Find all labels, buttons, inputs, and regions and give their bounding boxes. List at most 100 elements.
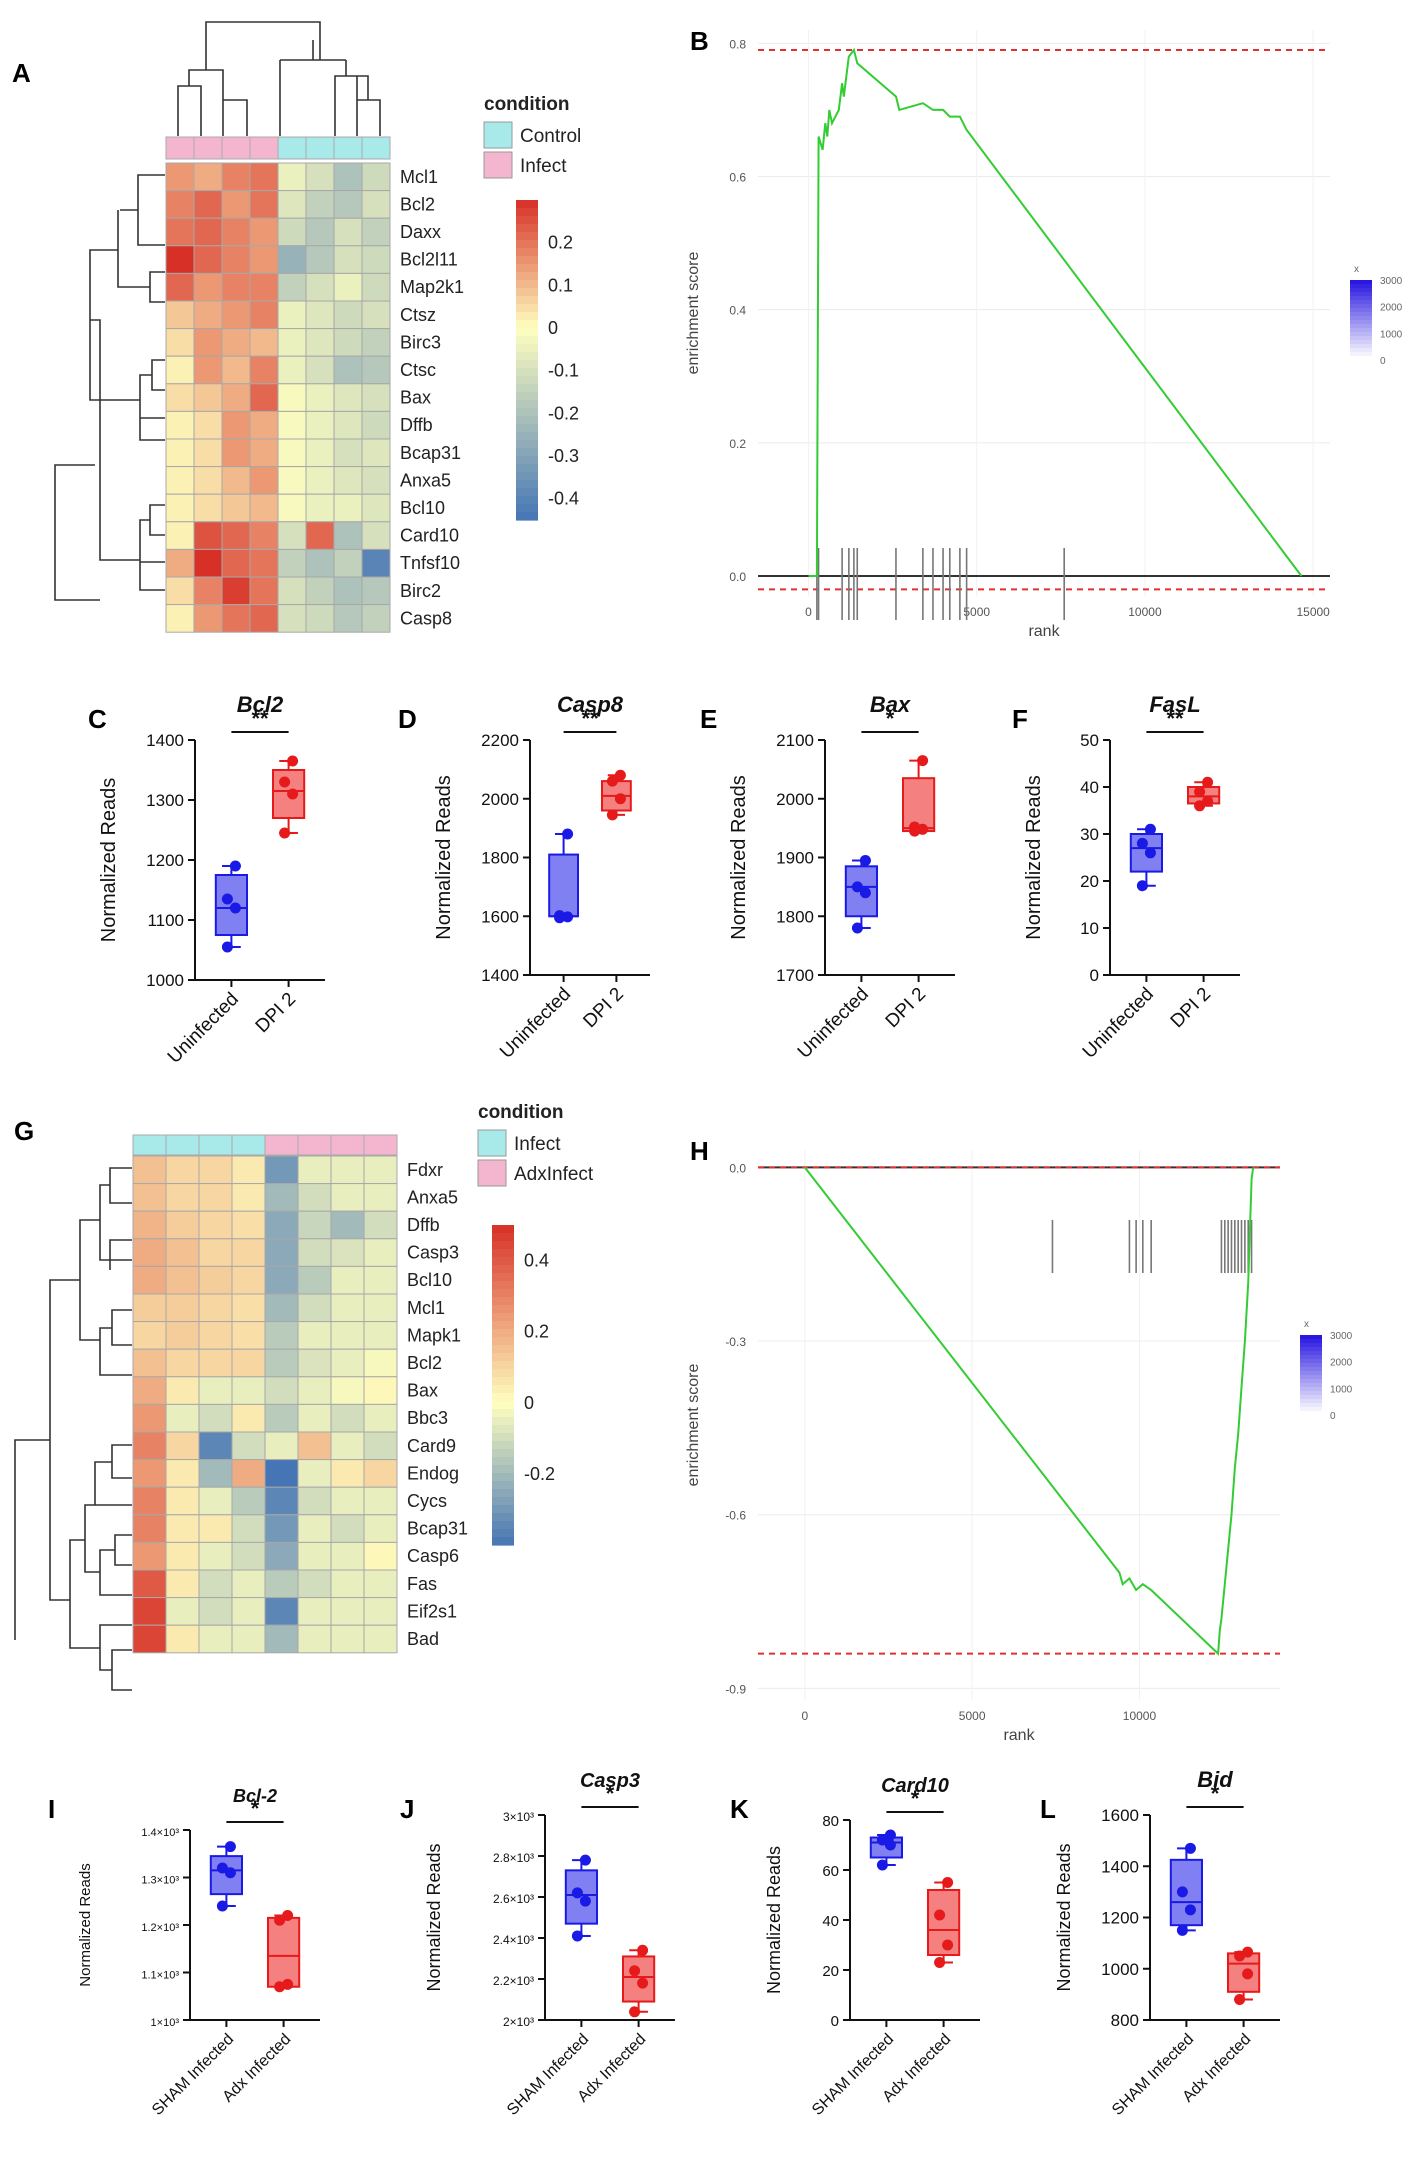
heatmap-a-scale-step	[516, 208, 538, 217]
boxplot-k-ylabel: Normalized Reads	[764, 1846, 784, 1994]
heatmap-g-cell	[297, 1624, 332, 1654]
boxplot-j-ytick-label: 2.8×10³	[493, 1851, 534, 1865]
heatmap-g-scale-step	[492, 1345, 514, 1354]
heatmap-a-scale-step	[516, 456, 538, 465]
heatmap-a-cell	[193, 245, 223, 274]
heatmap-g-cell	[231, 1514, 266, 1543]
heatmap-a-cell	[221, 162, 251, 192]
heatmap-g-scale-step	[492, 1273, 514, 1282]
heatmap-g-cell	[297, 1321, 332, 1350]
heatmap-a-cell	[221, 383, 251, 412]
heatmap-a-cell	[221, 438, 251, 468]
heatmap-a-cell	[361, 521, 391, 550]
heatmap-g-scale-step	[492, 1225, 514, 1234]
boxplot-d-ytick-label: 1600	[481, 907, 519, 926]
gsea-h-legend-step	[1300, 1379, 1322, 1384]
heatmap-g-cell	[198, 1486, 233, 1516]
heatmap-a-cell	[333, 438, 363, 468]
heatmap-g-legend-swatch	[477, 1159, 507, 1187]
heatmap-g-cell	[264, 1376, 299, 1405]
gsea-h-legend-step	[1300, 1383, 1322, 1388]
boxplot-d-data-point	[614, 769, 626, 781]
boxplot-k-data-point	[884, 1829, 896, 1841]
boxplot-k-data-point	[942, 1939, 954, 1951]
heatmap-g-gene-label: Cycs	[407, 1491, 447, 1511]
heatmap-a-scale-tick: -0.3	[548, 446, 579, 466]
heatmap-a-cell	[305, 576, 335, 606]
gsea-b-legend-step	[1350, 344, 1372, 349]
heatmap-a-cell	[193, 190, 223, 219]
boxplot-k-data-point	[884, 1839, 896, 1851]
heatmap-g-cell	[231, 1183, 266, 1212]
heatmap-a-legend-swatch	[483, 121, 513, 149]
heatmap-g-cell	[132, 1155, 167, 1185]
heatmap-a-cell	[277, 300, 307, 330]
boxplot-e-data-point	[851, 881, 863, 893]
heatmap-a-cell	[165, 383, 195, 412]
boxplot-j-data-point	[571, 1930, 583, 1942]
panel-letter-d: D	[398, 704, 417, 734]
boxplot-c-data-point	[287, 755, 299, 767]
boxplot-e-data-point	[909, 821, 921, 833]
heatmap-a-scale-step	[516, 248, 538, 257]
heatmap-g-cell	[198, 1431, 233, 1461]
gsea-b-legend-step	[1350, 284, 1372, 289]
gsea-h-ytick-label: 0.0	[729, 1161, 746, 1175]
heatmap-a-cell	[361, 245, 391, 274]
heatmap-a-cell	[193, 548, 223, 578]
heatmap-a-cell	[221, 328, 251, 357]
heatmap-g-legend-label: Infect	[514, 1134, 561, 1155]
heatmap-a-scale-step	[516, 288, 538, 297]
heatmap-g-cell	[264, 1431, 299, 1461]
boxplot-i-data-point	[282, 1910, 294, 1921]
boxplot-l-data-point	[1176, 1886, 1188, 1898]
heatmap-a-cell	[249, 383, 279, 412]
heatmap-g-cell	[363, 1486, 398, 1516]
boxplot-j-data-point	[629, 2006, 641, 2018]
heatmap-a-scale-step	[516, 280, 538, 289]
gsea-b-xtick-label: 10000	[1128, 605, 1162, 619]
heatmap-g-cell	[363, 1238, 398, 1267]
boxplot-j-ytick-label: 2.6×10³	[493, 1892, 534, 1906]
boxplot-d-title: Casp8	[557, 692, 624, 717]
heatmap-a-cell	[333, 245, 363, 274]
gsea-b-legend-step	[1350, 320, 1372, 325]
heatmap-g-scale-step	[492, 1265, 514, 1274]
heatmap-a-scale-step	[516, 216, 538, 225]
heatmap-a-cell	[333, 466, 363, 495]
heatmap-g-gene-label: Casp6	[407, 1546, 459, 1566]
boxplot-f-data-point	[1144, 823, 1156, 835]
heatmap-g-cell	[231, 1624, 266, 1654]
gsea-b-ytick-label: 0.4	[729, 304, 746, 318]
heatmap-g-cell	[264, 1348, 299, 1378]
heatmap-a-cell	[333, 521, 363, 550]
boxplot-l-ytick-label: 1200	[1101, 1909, 1139, 1928]
heatmap-a-cell	[249, 521, 279, 550]
gsea-b-ylabel: enrichment score	[685, 252, 702, 375]
heatmap-a-cell	[193, 383, 223, 412]
panel-letter-i: I	[48, 1794, 55, 1824]
gsea-h-legend-step	[1300, 1355, 1322, 1360]
gsea-b-ytick-label: 0.8	[729, 37, 746, 51]
gsea-b-legend-step	[1350, 328, 1372, 333]
boxplot-f-ylabel: Normalized Reads	[1023, 775, 1045, 940]
heatmap-g-gene-label: Bcap31	[407, 1519, 468, 1539]
panel-letter-j: J	[400, 1794, 414, 1824]
heatmap-g-cell	[231, 1431, 266, 1461]
boxplot-l-ylabel: Normalized Reads	[1054, 1843, 1074, 1991]
boxplot-l-title: Bid	[1197, 1767, 1233, 1792]
heatmap-g-cell	[297, 1348, 332, 1378]
heatmap-a-cell	[361, 548, 391, 578]
heatmap-g-cell	[363, 1293, 398, 1323]
heatmap-a-cell	[305, 438, 335, 468]
heatmap-g-cell	[330, 1183, 365, 1212]
heatmap-g-cell	[165, 1348, 200, 1378]
boxplot-e-ytick-label: 2000	[776, 790, 814, 809]
heatmap-a-cell	[249, 217, 279, 247]
heatmap-a-cell	[249, 548, 279, 578]
heatmap-g-cell	[264, 1486, 299, 1516]
heatmap-g-cell	[198, 1569, 233, 1599]
heatmap-a-cell	[249, 576, 279, 606]
heatmap-g-cell	[297, 1155, 332, 1185]
heatmap-a-scale-step	[516, 272, 538, 281]
